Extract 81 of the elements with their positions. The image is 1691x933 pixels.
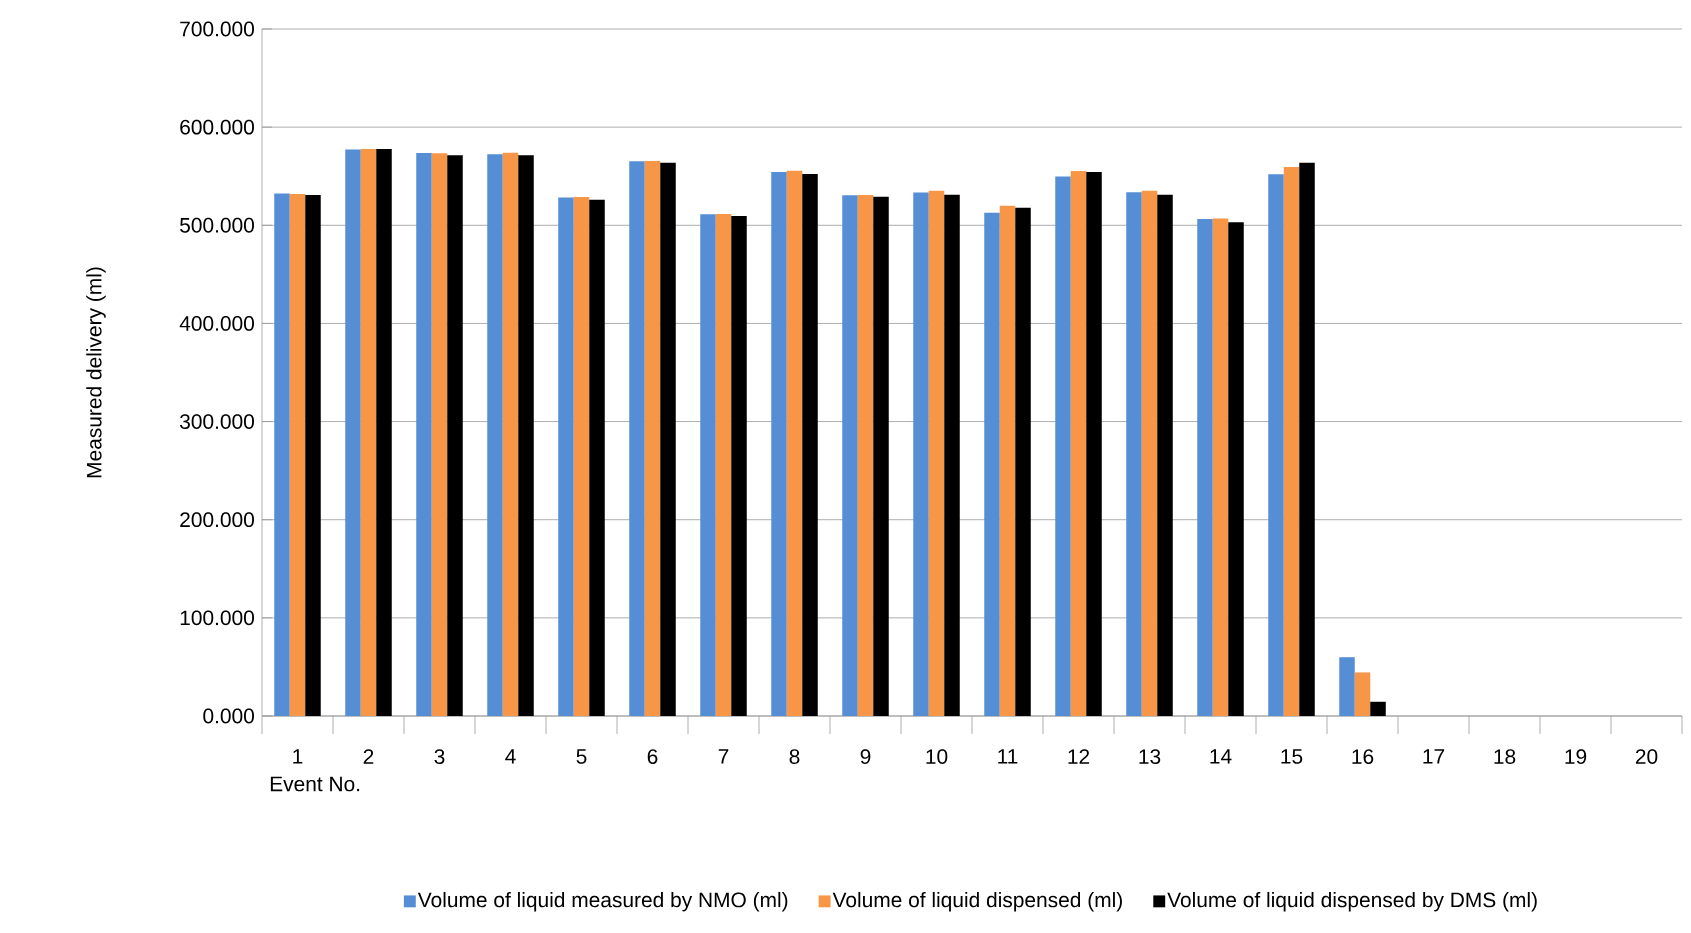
bar [842,195,858,716]
x-tick-label: 6 [647,749,658,764]
y-tick-label: 400.000 [179,316,254,331]
bar [376,149,392,716]
bar [1086,171,1102,716]
bar [913,192,929,716]
bar [1339,657,1355,716]
bar [305,195,321,716]
bar [1354,672,1371,716]
bar [731,216,747,716]
bar [502,152,519,716]
bar [573,196,590,716]
legend-label: Volume of liquid dispensed by DMS (ml) [1167,891,1537,912]
bar [1283,166,1300,716]
y-tick-label: 700.000 [180,21,254,37]
x-tick-label: 2 [363,749,374,764]
x-tick-label: 13 [1139,749,1161,764]
x-tick-label: 4 [505,749,516,764]
y-tick-label: 600.000 [180,119,254,135]
bar [360,149,377,716]
bar [589,199,605,716]
bar [999,205,1016,716]
x-tick-label: 3 [434,749,445,764]
bar [1370,701,1386,716]
bar [1015,207,1031,716]
bar [1157,194,1173,716]
x-tick-label: 15 [1281,749,1303,764]
bar [1228,222,1244,716]
y-tick-label: 300.000 [180,414,254,429]
bar [700,214,716,716]
bar [558,197,574,716]
bar [345,149,361,716]
bar [857,195,874,716]
bar [416,153,432,716]
x-tick-label: 17 [1423,749,1445,764]
bar [984,212,1000,716]
bar [629,161,645,716]
x-tick-label: 19 [1565,749,1587,764]
x-tick-label: 1 [293,749,303,764]
bar [431,153,448,716]
bar [1070,170,1087,716]
x-tick-label: 16 [1352,749,1374,764]
bar [1197,218,1213,716]
x-tick-label: 5 [576,749,587,764]
bar [274,193,290,716]
bar [1268,174,1284,716]
bar [487,154,503,716]
bar [786,170,803,716]
bar [1141,190,1158,716]
y-axis-title: Measured delivery (ml) [86,267,106,478]
bar [944,194,960,716]
x-tick-label: 10 [926,749,948,764]
legend-label: Volume of liquid measured by NMO (ml) [417,891,788,912]
bar [518,155,534,716]
x-tick-label: 9 [860,749,871,764]
x-tick-label: 18 [1494,749,1516,764]
x-tick-label: 14 [1210,749,1232,764]
y-tick-label: 0.000 [203,708,254,724]
bar [715,213,732,716]
x-axis-title: Event No. [270,776,360,792]
x-tick-label: 8 [789,749,800,764]
bar [1055,176,1071,716]
bar [289,193,306,716]
legend-label: Volume of liquid dispensed (ml) [832,891,1122,912]
bar [1299,162,1315,716]
bar [1126,192,1142,716]
y-tick-label: 200.000 [180,512,254,528]
x-tick-label: 11 [998,749,1018,764]
y-tick-label: 500.000 [180,217,254,233]
bar [771,171,787,716]
x-tick-label: 20 [1635,749,1658,764]
bar [660,162,676,716]
bar [873,196,889,716]
x-tick-label: 7 [718,749,729,764]
bar [802,174,818,716]
bar [644,160,661,716]
y-tick-label: 100.000 [180,610,254,626]
bar [1212,218,1229,716]
x-tick-label: 12 [1068,749,1090,764]
bar [928,190,945,716]
bar [447,155,463,716]
